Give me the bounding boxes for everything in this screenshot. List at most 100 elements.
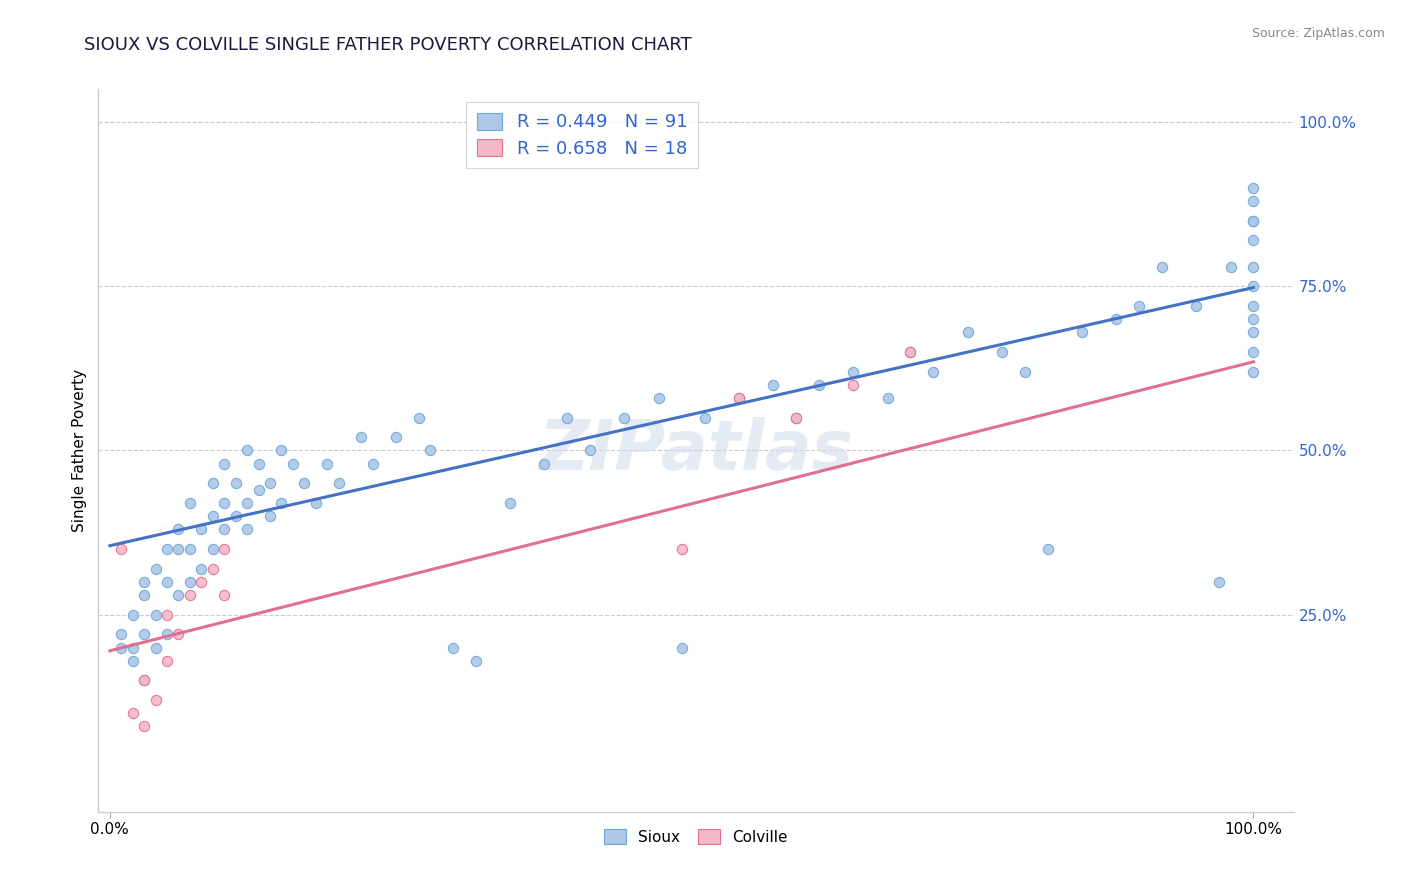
Point — [179, 496, 201, 510]
Point — [212, 496, 235, 510]
Point — [671, 640, 693, 655]
Point — [134, 574, 156, 589]
Point — [499, 496, 522, 510]
Legend: Sioux, Colville: Sioux, Colville — [599, 823, 793, 851]
Point — [1243, 325, 1265, 339]
Point — [579, 443, 602, 458]
Point — [201, 541, 224, 556]
Point — [762, 377, 785, 392]
Point — [305, 496, 328, 510]
Point — [991, 345, 1014, 359]
Point — [201, 562, 224, 576]
Point — [350, 430, 373, 444]
Point — [361, 457, 384, 471]
Point — [190, 562, 212, 576]
Point — [613, 410, 636, 425]
Point — [292, 476, 315, 491]
Point — [1243, 260, 1265, 274]
Point — [110, 640, 132, 655]
Point — [1208, 574, 1230, 589]
Point — [145, 607, 167, 622]
Point — [842, 365, 865, 379]
Point — [1243, 279, 1265, 293]
Text: ZIPatlas: ZIPatlas — [538, 417, 853, 484]
Point — [110, 627, 132, 641]
Point — [1243, 233, 1265, 247]
Point — [179, 541, 201, 556]
Point — [121, 706, 143, 721]
Point — [134, 719, 156, 733]
Point — [408, 410, 430, 425]
Point — [259, 476, 281, 491]
Point — [270, 443, 292, 458]
Point — [134, 673, 156, 688]
Text: SIOUX VS COLVILLE SINGLE FATHER POVERTY CORRELATION CHART: SIOUX VS COLVILLE SINGLE FATHER POVERTY … — [84, 36, 692, 54]
Point — [134, 627, 156, 641]
Point — [236, 443, 259, 458]
Point — [134, 673, 156, 688]
Point — [156, 541, 179, 556]
Point — [156, 627, 179, 641]
Point — [1243, 365, 1265, 379]
Point — [693, 410, 716, 425]
Point — [1128, 299, 1150, 313]
Point — [533, 457, 555, 471]
Point — [1243, 213, 1265, 227]
Point — [281, 457, 304, 471]
Point — [212, 457, 235, 471]
Point — [464, 654, 486, 668]
Point — [384, 430, 406, 444]
Point — [247, 483, 270, 497]
Point — [212, 541, 235, 556]
Point — [555, 410, 578, 425]
Point — [328, 476, 350, 491]
Point — [842, 377, 865, 392]
Text: Source: ZipAtlas.com: Source: ZipAtlas.com — [1251, 27, 1385, 40]
Point — [236, 496, 259, 510]
Point — [190, 574, 212, 589]
Point — [167, 541, 190, 556]
Point — [648, 391, 671, 405]
Point — [179, 574, 201, 589]
Point — [785, 410, 807, 425]
Point — [1185, 299, 1208, 313]
Point — [167, 627, 190, 641]
Point — [212, 522, 235, 536]
Point — [121, 654, 143, 668]
Point — [1219, 260, 1241, 274]
Point — [728, 391, 751, 405]
Point — [922, 365, 945, 379]
Point — [156, 607, 179, 622]
Point — [259, 509, 281, 524]
Point — [145, 562, 167, 576]
Point — [728, 391, 751, 405]
Point — [134, 588, 156, 602]
Point — [167, 588, 190, 602]
Point — [1243, 180, 1265, 194]
Point — [1243, 213, 1265, 227]
Point — [121, 640, 143, 655]
Point — [900, 345, 922, 359]
Point — [156, 574, 179, 589]
Point — [156, 654, 179, 668]
Point — [876, 391, 898, 405]
Point — [201, 509, 224, 524]
Point — [201, 476, 224, 491]
Point — [807, 377, 830, 392]
Point — [247, 457, 270, 471]
Point — [1036, 541, 1059, 556]
Point — [145, 693, 167, 707]
Point — [110, 541, 132, 556]
Point — [121, 607, 143, 622]
Point — [956, 325, 979, 339]
Point — [1243, 194, 1265, 208]
Point — [167, 522, 190, 536]
Y-axis label: Single Father Poverty: Single Father Poverty — [72, 369, 87, 532]
Point — [212, 588, 235, 602]
Point — [671, 541, 693, 556]
Point — [236, 522, 259, 536]
Point — [419, 443, 441, 458]
Point — [1071, 325, 1094, 339]
Point — [441, 640, 464, 655]
Point — [190, 522, 212, 536]
